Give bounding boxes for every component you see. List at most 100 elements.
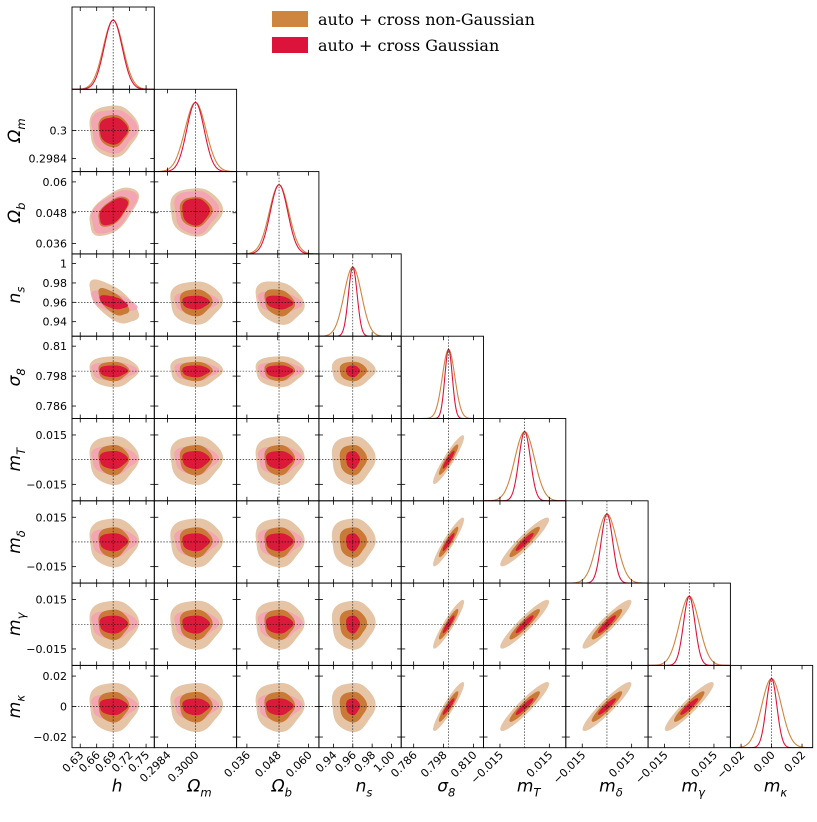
panel-sigma_8-m_delta — [400, 500, 484, 584]
x-tick-label: 0.00 — [751, 749, 778, 776]
panel-m_T-m_delta — [483, 500, 567, 584]
x-tick-label: −0.02 — [714, 749, 747, 782]
panel-Omega_m-sigma_8 — [153, 335, 238, 419]
x-tick-label: −0.015 — [550, 749, 588, 787]
panel-frame — [318, 253, 402, 337]
marginal-curve-gaussian — [154, 101, 237, 172]
x-tick-label: 0.048 — [252, 749, 283, 780]
y-tick-label: 0.96 — [43, 296, 68, 309]
contour-inner-gaussian — [182, 365, 210, 378]
y-tick-label: 0.3 — [50, 124, 68, 137]
y-axis-label-m_delta: mδ — [5, 530, 28, 554]
diag-panel-h — [71, 6, 155, 90]
y-axis-label-n_s: ns — [5, 287, 28, 304]
contour-inner-gaussian — [265, 698, 294, 716]
y-tick-label: −0.015 — [26, 643, 67, 656]
panel-Omega_b-n_s — [236, 253, 320, 337]
x-axis-label-sigma_8: σ8 — [437, 777, 455, 800]
marginal-curve-gaussian — [648, 595, 731, 666]
panel-sigma_8-m_gamma — [400, 582, 484, 666]
panel-Omega_b-m_kappa — [236, 664, 320, 749]
contour-inner-gaussian — [99, 198, 129, 226]
contour-inner-gaussian — [442, 615, 455, 634]
y-axis-label-Omega_b: Ωb — [5, 203, 28, 224]
marginal-curve-non-gaussian — [72, 19, 155, 90]
diag-panel-m_kappa — [729, 664, 814, 749]
marginal-curve-gaussian — [236, 184, 319, 254]
x-tick-label: −0.015 — [633, 749, 671, 787]
contour-inner-gaussian — [99, 295, 129, 310]
x-axis-label-m_gamma: mγ — [682, 777, 707, 800]
panel-h-Omega_m — [71, 88, 155, 173]
panel-n_s-m_delta — [318, 500, 402, 584]
panel-h-n_s — [71, 253, 155, 337]
x-tick-label: 0.015 — [606, 749, 637, 780]
y-axis-label-sigma_8: σ8 — [5, 368, 28, 386]
legend-label-gaussian: auto + cross Gaussian — [318, 36, 499, 55]
diag-panel-n_s — [318, 253, 402, 337]
contour-inner-gaussian — [597, 615, 616, 634]
panel-Omega_b-m_delta — [236, 500, 320, 584]
marginal-curve-gaussian — [565, 513, 649, 584]
x-tick-label: 0.036 — [222, 749, 253, 780]
contour-inner-gaussian — [515, 615, 534, 634]
y-tick-label: 0.015 — [36, 594, 68, 607]
y-tick-label: 0.048 — [36, 207, 68, 220]
panel-Omega_m-m_gamma — [153, 582, 238, 666]
y-tick-label: 0.798 — [36, 370, 68, 383]
panel-h-m_kappa — [71, 664, 155, 749]
legend-swatch-non-gaussian — [272, 11, 308, 27]
panel-h-m_gamma — [71, 582, 155, 666]
panel-Omega_b-m_T — [236, 418, 320, 502]
y-tick-label: −0.02 — [33, 731, 67, 744]
contour-inner-gaussian — [680, 698, 699, 715]
diag-panel-m_gamma — [647, 582, 731, 666]
panel-Omega_m-m_kappa — [153, 664, 238, 749]
y-tick-label: 0 — [60, 701, 67, 714]
panel-Omega_b-m_gamma — [236, 582, 320, 666]
y-tick-label: 0.98 — [43, 277, 68, 290]
panel-sigma_8-m_T — [400, 418, 484, 502]
y-tick-label: 0.02 — [43, 670, 68, 683]
panel-frame — [236, 171, 320, 255]
y-tick-label: 0.81 — [43, 340, 68, 353]
panel-h-sigma_8 — [71, 335, 155, 419]
panel-n_s-m_gamma — [318, 582, 402, 666]
x-axis-label-n_s: ns — [356, 777, 373, 800]
y-tick-label: −0.015 — [26, 478, 67, 491]
y-tick-label: 0.015 — [36, 511, 68, 524]
contour-inner-gaussian — [515, 698, 534, 715]
marginal-curve-gaussian — [483, 430, 566, 501]
marginal-curve-non-gaussian — [154, 101, 237, 172]
contour-inner-gaussian — [182, 698, 210, 716]
legend-swatch-gaussian — [272, 37, 308, 53]
x-tick-label: 0.798 — [418, 749, 449, 780]
panel-m_T-m_kappa — [483, 664, 567, 749]
panel-n_s-m_T — [318, 418, 402, 502]
panels-group: 0.630.660.690.720.75h0.29840.3000Ωm0.036… — [5, 6, 814, 800]
legend: auto + cross non-Gaussian auto + cross G… — [272, 10, 535, 55]
marginal-curve-gaussian — [401, 348, 484, 419]
marginal-curve-non-gaussian — [565, 513, 649, 584]
panel-h-m_delta — [71, 500, 155, 584]
y-tick-label: 0.036 — [36, 238, 68, 251]
panel-m_delta-m_kappa — [565, 664, 649, 749]
contour-inner-gaussian — [442, 532, 455, 551]
contour-inner-gaussian — [182, 295, 210, 310]
y-tick-label: 0.06 — [43, 176, 68, 189]
contour-inner-gaussian — [182, 450, 210, 470]
x-axis-label-m_T: mT — [517, 777, 542, 800]
y-tick-label: 0.015 — [36, 429, 68, 442]
marginal-curve-non-gaussian — [401, 348, 484, 419]
marginal-curve-non-gaussian — [236, 184, 319, 254]
diag-panel-m_T — [483, 418, 567, 502]
panel-sigma_8-m_kappa — [400, 664, 484, 749]
panel-h-m_T — [71, 418, 155, 502]
contour-inner-gaussian — [265, 615, 294, 634]
panel-m_gamma-m_kappa — [647, 664, 731, 749]
y-axis-label-m_gamma: mγ — [5, 611, 28, 636]
x-tick-label: 0.015 — [524, 749, 555, 780]
y-axis-label-Omega_m: Ωm — [5, 118, 28, 143]
contour-inner-gaussian — [182, 198, 210, 226]
